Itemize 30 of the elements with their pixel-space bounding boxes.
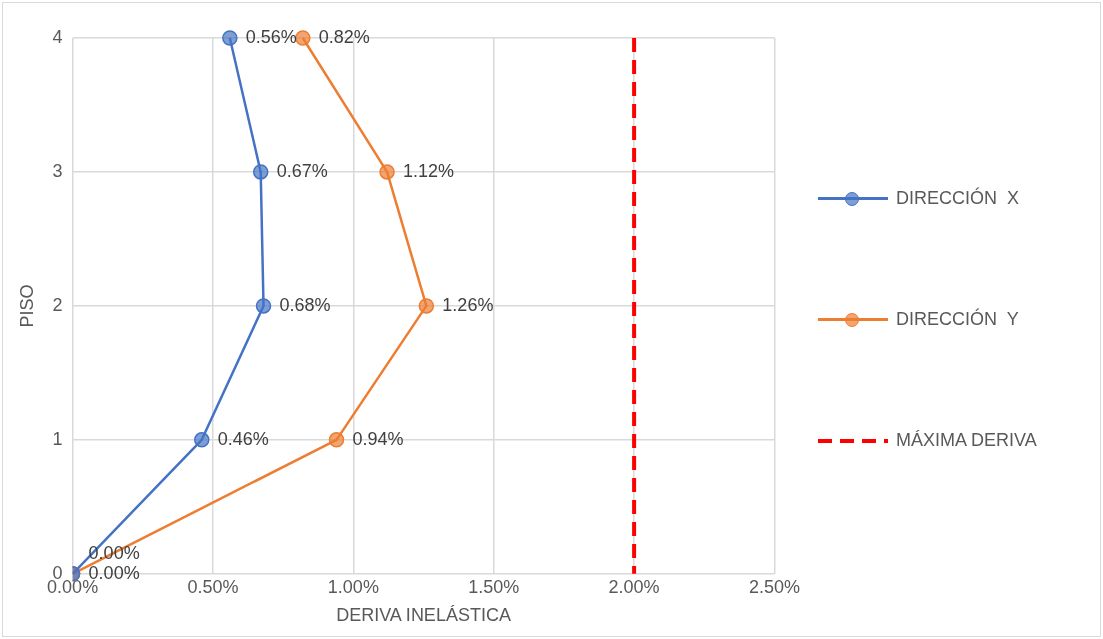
data-label: 0.94% [352,428,404,449]
data-label: 0.67% [276,160,328,181]
data-label: 0.68% [279,294,331,315]
data-label: 0.46% [217,428,269,449]
point [252,164,269,180]
data-label: 1.26% [442,294,494,315]
x-axis-title: DERIVA INELÁSTICA [336,605,511,626]
data-label: 0.56% [245,26,297,47]
y-tick-label: 4 [52,26,63,47]
x-tick-label: 0.50% [187,576,239,597]
y-tick-label: 2 [52,294,63,315]
legend-label: DIRECCIÓN Y [896,309,1019,330]
legend-label: MÁXIMA DERIVA [896,430,1037,451]
point [194,432,210,448]
point [328,432,345,448]
legend-label: DIRECCIÓN X [896,188,1020,209]
point [418,298,435,314]
point [379,164,395,180]
data-label: 1.12% [403,160,455,181]
data-label: 0.82% [318,26,370,47]
y-tick-label: 3 [52,160,63,181]
x-tick-label: 1.50% [468,576,520,597]
y-axis-title: PISO [16,284,37,328]
y-tick-label: 1 [52,428,63,449]
point [222,30,238,46]
point [295,30,311,46]
x-tick-label: 2.50% [748,576,800,597]
point [255,298,272,314]
x-tick-label: 1.00% [327,576,379,597]
x-tick-label: 2.00% [608,576,660,597]
